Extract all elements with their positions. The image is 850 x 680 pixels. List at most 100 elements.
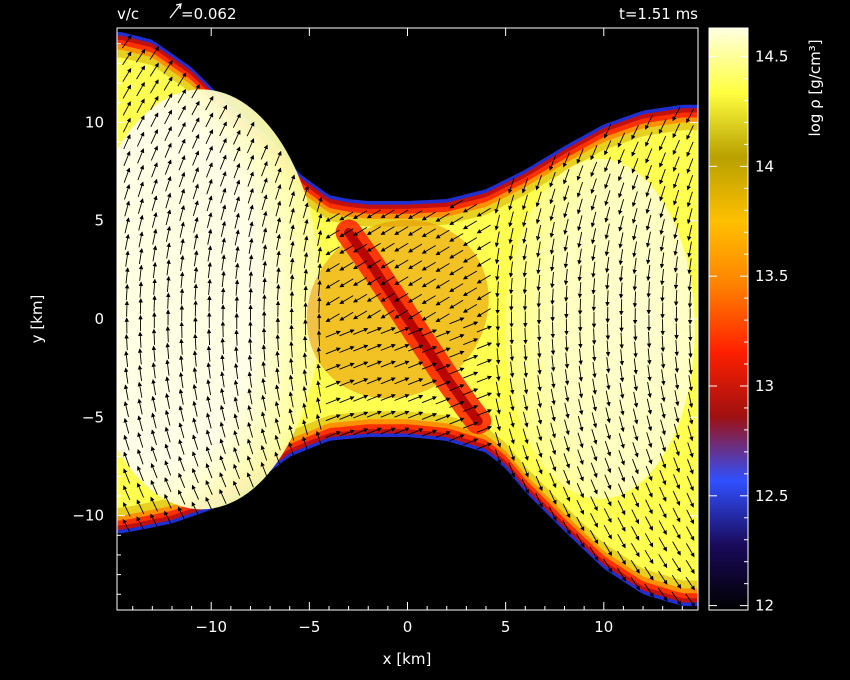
velocity-arrow [619, 399, 625, 416]
velocity-arrow [219, 488, 227, 504]
velocity-arrow [138, 248, 144, 265]
velocity-arrow [449, 400, 465, 408]
velocity-arrow [380, 276, 395, 286]
velocity-arrow [633, 391, 639, 408]
velocity-arrow [192, 417, 198, 434]
velocity-arrow [303, 285, 308, 302]
velocity-arrow [151, 362, 157, 379]
velocity-arrow [617, 500, 626, 516]
velocity-arrow [645, 131, 653, 147]
velocity-arrow [577, 298, 583, 315]
velocity-arrow [645, 449, 653, 465]
velocity-arrow [618, 199, 625, 215]
velocity-arrow [288, 374, 294, 391]
velocity-arrow [192, 167, 199, 183]
velocity-arrow [577, 415, 584, 432]
velocity-arrow [672, 106, 681, 122]
velocity-arrow [590, 462, 598, 478]
velocity-arrow [353, 310, 368, 320]
velocity-arrow [165, 359, 170, 376]
velocity-arrow [289, 257, 295, 274]
velocity-arrow [686, 526, 695, 541]
velocity-arrow [247, 338, 253, 355]
colorbar-tick-label: 12.5 [755, 487, 788, 505]
velocity-arrow [248, 237, 254, 254]
velocity-arrow [137, 348, 143, 365]
velocity-arrow [605, 357, 611, 374]
velocity-arrow [366, 394, 383, 401]
velocity-arrow [178, 138, 186, 154]
velocity-arrow [521, 194, 528, 211]
velocity-arrow [672, 507, 681, 523]
velocity-arrow [645, 148, 653, 164]
velocity-arrow [672, 123, 681, 139]
velocity-arrow [508, 462, 516, 478]
velocity-arrow [647, 381, 652, 398]
velocity-arrow [463, 438, 479, 446]
velocity-arrow [178, 372, 184, 389]
velocity-arrow [247, 405, 253, 421]
velocity-arrow [179, 188, 186, 205]
velocity-arrow [604, 474, 612, 490]
velocity-arrow [303, 268, 309, 285]
velocity-arrow [260, 144, 268, 160]
velocity-arrow [549, 222, 555, 238]
velocity-arrow [219, 104, 228, 120]
velocity-arrow [605, 424, 611, 440]
velocity-arrow [686, 125, 694, 140]
velocity-arrow [163, 59, 173, 74]
velocity-arrow [302, 436, 309, 452]
velocity-arrow [353, 411, 369, 419]
velocity-arrow [535, 208, 542, 225]
velocity-arrow [205, 112, 214, 128]
velocity-arrow [394, 410, 410, 418]
velocity-arrow [590, 178, 597, 194]
velocity-arrow [261, 194, 268, 211]
velocity-arrow [303, 235, 309, 252]
velocity-arrow [476, 224, 491, 234]
velocity-arrow [562, 168, 570, 185]
velocity-arrow [686, 208, 693, 225]
velocity-arrow [317, 280, 322, 297]
velocity-arrow [687, 425, 694, 442]
velocity-arrow [646, 415, 653, 432]
velocity-arrow [220, 337, 225, 355]
velocity-arrow [164, 126, 172, 142]
velocity-arrow [523, 361, 528, 378]
velocity-arrow [659, 453, 667, 469]
velocity-arrow [564, 386, 570, 403]
velocity-arrow [206, 178, 213, 195]
velocity-arrow [191, 117, 200, 133]
velocity-arrow [366, 309, 381, 319]
velocity-arrow [550, 422, 557, 439]
velocity-arrow [476, 425, 493, 433]
velocity-arrow [659, 436, 667, 453]
velocity-arrow [449, 384, 465, 392]
colorbar-tick-label: 14 [755, 157, 774, 175]
velocity-arrow [247, 171, 254, 187]
velocity-arrow [476, 308, 491, 317]
velocity-arrow [522, 428, 529, 445]
velocity-arrow [394, 427, 410, 435]
velocity-arrow [619, 299, 624, 316]
velocity-arrow [618, 215, 624, 232]
velocity-arrow [233, 396, 239, 413]
velocity-arrow [123, 401, 129, 418]
velocity-arrow [686, 492, 694, 508]
velocity-arrow [604, 223, 610, 240]
velocity-arrow [578, 399, 584, 416]
velocity-arrow [421, 412, 438, 420]
velocity-arrow [179, 355, 184, 372]
velocity-arrow [576, 483, 584, 499]
velocity-arrow [660, 386, 666, 403]
velocity-arrow [353, 378, 369, 386]
velocity-arrow [673, 423, 680, 440]
velocity-reference-arrow-icon [169, 4, 181, 19]
velocity-arrow [137, 465, 144, 482]
velocity-arrow [645, 181, 652, 198]
velocity-arrow [421, 245, 436, 254]
velocity-arrow [508, 261, 514, 278]
velocity-arrow [549, 172, 556, 188]
velocity-arrow [633, 341, 638, 358]
velocity-arrow [617, 533, 626, 549]
